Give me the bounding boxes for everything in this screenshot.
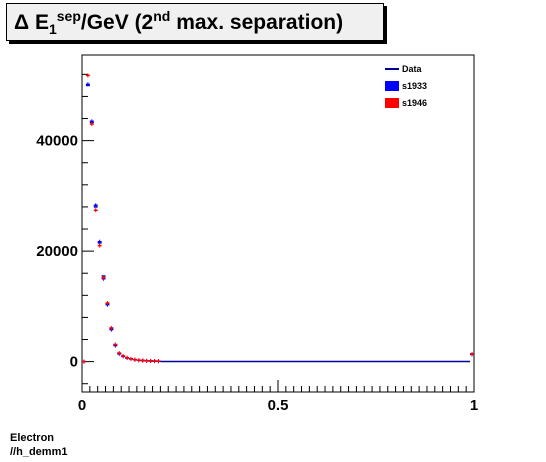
series-data: [82, 84, 474, 363]
legend-label: s1933: [402, 81, 427, 91]
y-tick-label: 40000: [36, 133, 78, 150]
footer-particle-label: Electron: [10, 432, 55, 444]
data-points: [82, 73, 474, 364]
legend-box-marker: [385, 98, 399, 108]
title-superscript: sep: [56, 8, 81, 24]
title-unit: /GeV (2: [80, 11, 154, 34]
series-s1933: [82, 82, 474, 364]
title-e: E: [34, 11, 49, 34]
axis-ticks: 0 0.5 1 0 20000 40000: [36, 73, 478, 414]
footer-histogram-path: //h_demm1: [10, 446, 68, 458]
chart-title: Δ E1sep/GeV (2nd max. separation): [6, 3, 384, 41]
x-tick-label: 0: [78, 397, 86, 414]
title-nd: nd: [153, 8, 171, 24]
y-tick-label: 0: [70, 354, 78, 371]
legend-label: Data: [402, 64, 423, 74]
legend-label: s1946: [402, 98, 427, 108]
x-tick-label: 0.5: [268, 397, 289, 414]
title-subscript: 1: [48, 21, 57, 38]
legend-box-marker: [385, 81, 399, 91]
series-s1946: [82, 73, 474, 364]
y-tick-label: 20000: [36, 243, 78, 260]
legend: Data s1933 s1946: [385, 64, 427, 108]
x-tick-label: 1: [470, 397, 478, 414]
title-rest: max. separation): [170, 11, 344, 34]
title-delta: Δ: [14, 11, 30, 34]
